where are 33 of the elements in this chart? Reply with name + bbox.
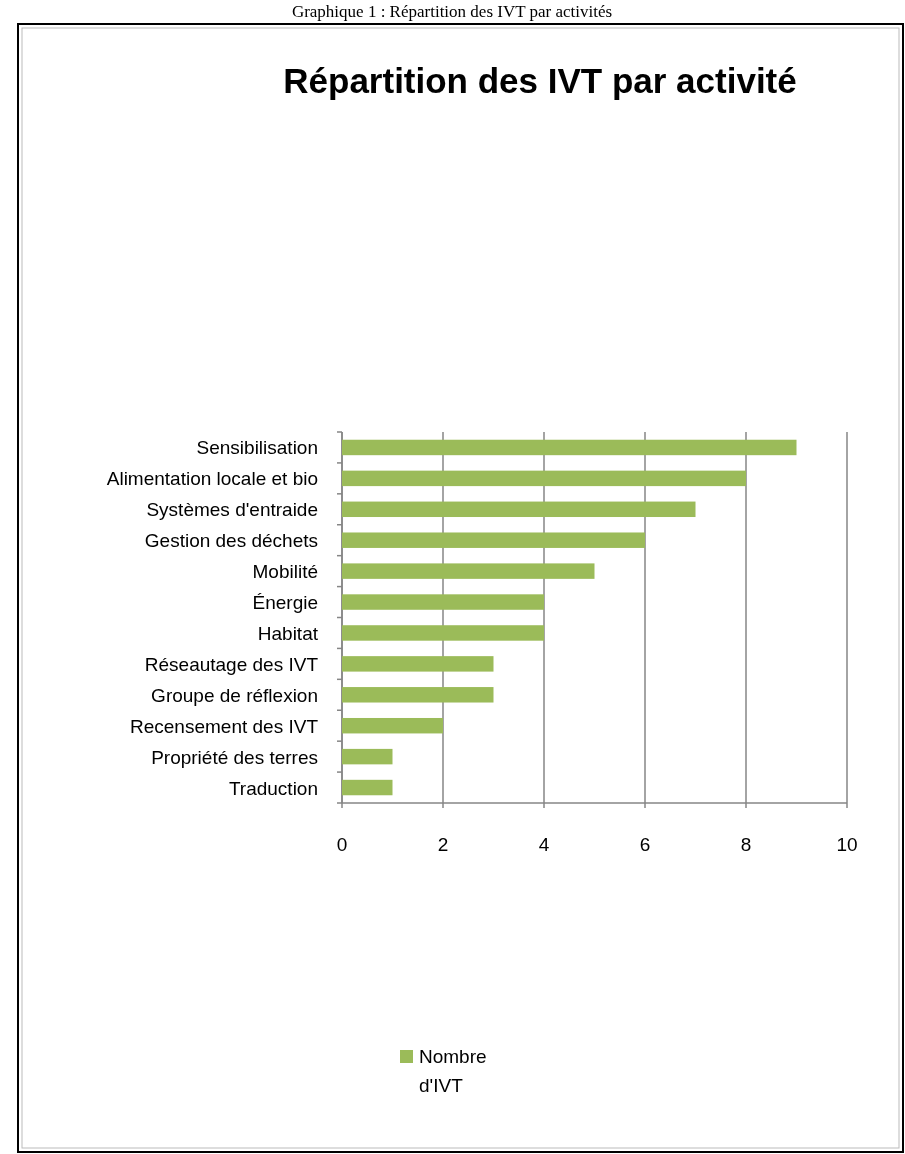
bar bbox=[342, 625, 544, 641]
x-tick-label: 8 bbox=[740, 834, 752, 855]
x-tick-label: 4 bbox=[538, 834, 550, 855]
legend-label: Nombre d'IVT bbox=[419, 1046, 487, 1096]
bar bbox=[342, 594, 544, 610]
y-tick-label: Sensibilisation bbox=[196, 437, 318, 459]
x-tick-label: 6 bbox=[639, 834, 651, 855]
y-tick-label: Groupe de réflexion bbox=[151, 684, 318, 706]
bar bbox=[342, 532, 645, 548]
x-tick-label: 2 bbox=[437, 834, 449, 855]
y-tick-label: Énergie bbox=[252, 592, 318, 614]
y-tick-label: Alimentation locale et bio bbox=[106, 468, 318, 490]
y-tick-label: Traduction bbox=[228, 777, 318, 799]
bar bbox=[342, 779, 393, 796]
text: Graphique 1 : Répartition des IVT par activités bbox=[291, 2, 613, 21]
x-tick-label: 10 bbox=[836, 834, 858, 855]
bar bbox=[342, 656, 494, 672]
chart-title: Répartition des IVT par activité bbox=[283, 61, 797, 100]
bar bbox=[342, 439, 797, 456]
y-tick-label: Recensement des IVT bbox=[130, 715, 319, 737]
bar bbox=[342, 501, 696, 518]
bar bbox=[342, 563, 595, 579]
y-tick-label: Mobilité bbox=[252, 561, 318, 583]
bar bbox=[342, 717, 443, 734]
x-tick-label: 0 bbox=[336, 834, 348, 855]
bar bbox=[342, 687, 494, 703]
bar bbox=[342, 470, 746, 487]
y-tick-label: Systèmes d'entraide bbox=[146, 499, 318, 521]
y-tick-label: Propriété des terres bbox=[151, 746, 318, 768]
y-tick-label: Habitat bbox=[257, 622, 319, 644]
y-tick-label: Réseautage des IVT bbox=[144, 653, 319, 675]
y-tick-label: Gestion des déchets bbox=[144, 530, 318, 552]
bar bbox=[342, 748, 393, 765]
